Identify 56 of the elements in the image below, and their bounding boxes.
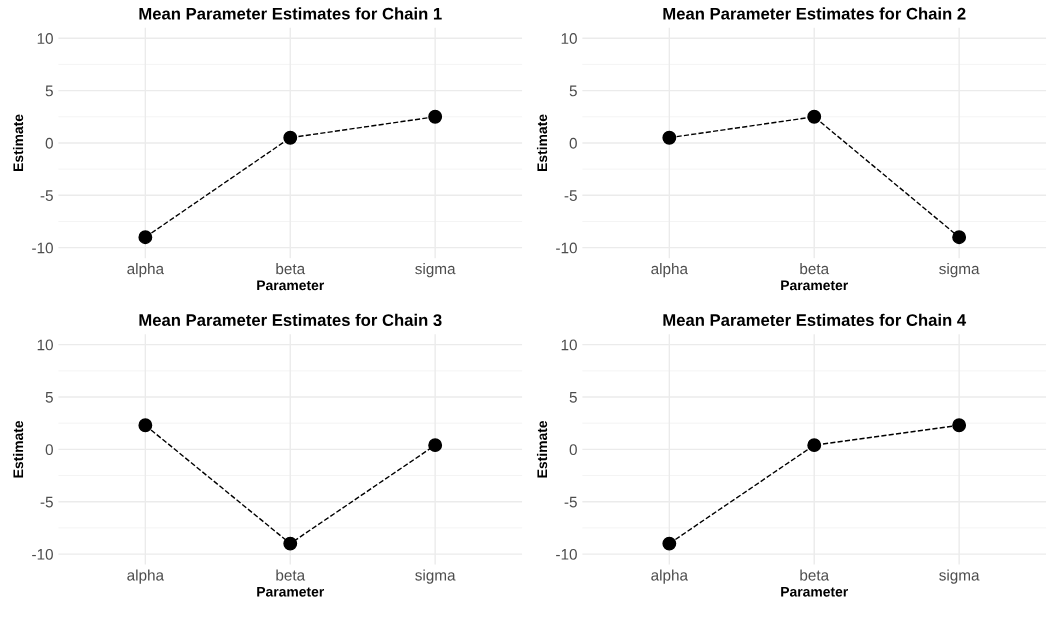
- y-tick-label: -10: [32, 242, 53, 254]
- point: [952, 418, 967, 433]
- point: [283, 130, 298, 145]
- point: [428, 438, 443, 453]
- x-tick-label: beta: [800, 263, 830, 275]
- y-tick-label: -10: [32, 548, 53, 560]
- x-tick-label: beta: [276, 569, 306, 581]
- y-tick-label: 0: [45, 137, 53, 149]
- point: [283, 536, 298, 551]
- point: [662, 536, 677, 551]
- y-tick-label: 5: [569, 85, 577, 97]
- x-axis-title: Parameter: [781, 586, 848, 597]
- x-tick-label: alpha: [651, 569, 689, 584]
- y-tick-label: -5: [564, 496, 577, 508]
- x-axis-title: Parameter: [257, 280, 325, 291]
- y-tick-label: 10: [37, 33, 53, 44]
- point: [428, 109, 443, 124]
- point: [807, 109, 822, 124]
- x-tick-label: sigma: [939, 263, 980, 278]
- y-tick-label: 0: [569, 137, 577, 149]
- y-tick-label: 5: [45, 392, 53, 403]
- y-tick-label: -10: [556, 242, 577, 254]
- chart-title: Mean Parameter Estimates for Chain 2: [663, 7, 966, 20]
- y-tick-label: -5: [40, 190, 53, 201]
- point: [138, 418, 153, 433]
- x-tick-label: sigma: [939, 569, 980, 584]
- x-tick-label: alpha: [127, 263, 165, 278]
- chart-title: Mean Parameter Estimates for Chain 3: [139, 313, 442, 327]
- y-tick-label: 0: [45, 444, 53, 456]
- point: [807, 438, 822, 453]
- y-axis-title: Estimate: [12, 114, 24, 171]
- x-tick-label: alpha: [127, 569, 165, 584]
- x-tick-label: beta: [276, 263, 306, 275]
- y-axis-title: Estimate: [536, 114, 548, 171]
- y-tick-label: 10: [561, 33, 577, 44]
- point: [952, 230, 967, 245]
- y-tick-label: 10: [561, 339, 577, 351]
- y-tick-label: -5: [40, 496, 53, 508]
- y-axis-title: Estimate: [536, 420, 548, 478]
- chart-title: Mean Parameter Estimates for Chain 1: [139, 7, 442, 20]
- x-tick-label: beta: [800, 569, 830, 581]
- x-tick-label: sigma: [415, 263, 456, 278]
- point: [138, 230, 153, 245]
- y-tick-label: 5: [45, 85, 53, 97]
- y-tick-label: 0: [569, 444, 577, 456]
- x-tick-label: sigma: [415, 569, 456, 584]
- x-axis-title: Parameter: [257, 586, 325, 597]
- x-tick-label: alpha: [651, 263, 689, 278]
- point: [662, 130, 677, 145]
- y-tick-label: -10: [556, 548, 577, 560]
- y-tick-label: 10: [37, 339, 53, 351]
- chart-title: Mean Parameter Estimates for Chain 4: [663, 313, 967, 326]
- y-tick-label: 5: [569, 392, 577, 403]
- x-axis-title: Parameter: [781, 280, 848, 291]
- y-tick-label: -5: [564, 190, 577, 201]
- y-axis-title: Estimate: [12, 420, 24, 478]
